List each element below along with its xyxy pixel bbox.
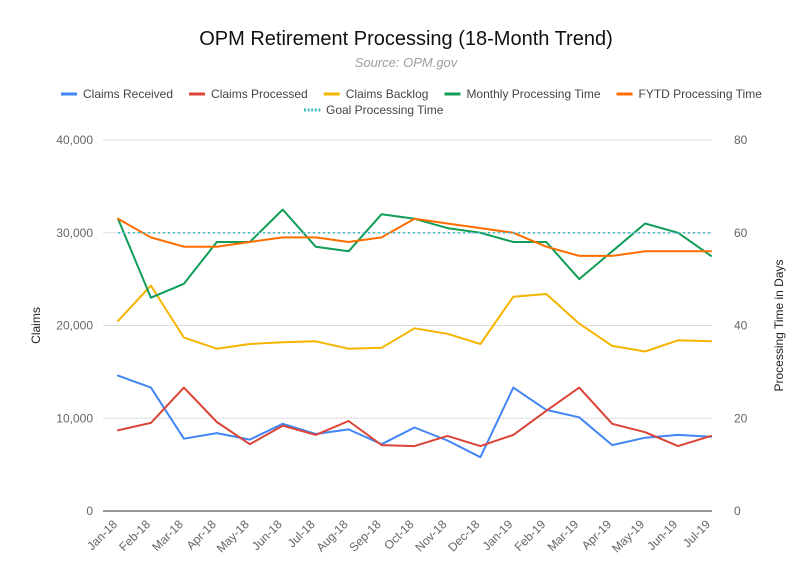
x-tick-label: May-19 [609, 517, 647, 555]
y-right-tick-label: 80 [734, 133, 748, 147]
x-tick-label: Sep-18 [346, 517, 383, 554]
legend-label-fytd-processing-time: FYTD Processing Time [639, 87, 763, 101]
y-right-tick-label: 20 [734, 411, 748, 425]
legend-swatch-goal-processing-time [307, 108, 310, 112]
y-left-tick-label: 0 [86, 504, 93, 518]
x-tick-label: Apr-18 [184, 517, 220, 553]
y-right-tick-label: 40 [734, 319, 748, 333]
x-tick-label: Jun-18 [249, 517, 285, 553]
chart-title: OPM Retirement Processing (18-Month Tren… [199, 28, 613, 50]
legend: Claims Received Claims Processed Claims Ba… [61, 87, 762, 117]
legend-label-claims-processed: Claims Processed [211, 87, 308, 101]
y-left-axis-title: Claims [29, 307, 43, 344]
x-tick-label: Apr-19 [579, 517, 615, 553]
x-tick-label: Jan-18 [84, 517, 120, 553]
series-line-claims-backlog [117, 284, 712, 353]
x-tick-label: Oct-18 [381, 517, 417, 553]
x-tick-label: Jul-19 [680, 517, 713, 550]
legend-label-claims-received: Claims Received [83, 87, 173, 101]
x-tick-label: Mar-18 [149, 517, 186, 554]
gridlines [103, 139, 712, 512]
x-tick-label: Feb-18 [116, 517, 153, 554]
legend-label-monthly-processing-time: Monthly Processing Time [466, 87, 600, 101]
series-line-claims-received [117, 374, 712, 459]
legend-swatch-goal-processing-time [311, 108, 314, 112]
x-tick-label: Feb-19 [512, 517, 549, 554]
x-tick-label: May-18 [214, 517, 252, 555]
series-line-claims-processed [117, 386, 712, 448]
x-tick-label: Aug-18 [313, 517, 350, 554]
x-tick-label: Jun-19 [644, 517, 680, 553]
x-tick-label: Mar-19 [545, 517, 582, 554]
y-right-tick-label: 60 [734, 226, 748, 240]
chart-subtitle: Source: OPM.gov [354, 55, 458, 70]
legend-swatch-goal-processing-time [318, 108, 321, 112]
x-tick-label: Dec-18 [445, 517, 482, 554]
y-left-tick-label: 40,000 [56, 133, 93, 147]
y-left-tick-label: 10,000 [56, 411, 93, 425]
series-line-fytd-processing-time [117, 217, 712, 257]
legend-swatch-goal-processing-time [304, 108, 306, 112]
y-left-tick-label: 20,000 [56, 319, 93, 333]
axes: 0 0 10,000 20 20,000 40 30,000 60 40,000 80 Jan-18… [29, 133, 786, 555]
legend-swatch-goal-processing-time [314, 108, 317, 112]
x-tick-label: Jan-19 [480, 517, 516, 553]
y-left-tick-label: 30,000 [56, 226, 93, 240]
series-lines [117, 208, 712, 459]
legend-label-claims-backlog: Claims Backlog [346, 87, 429, 101]
y-right-tick-label: 0 [734, 504, 741, 518]
y-right-axis-title: Processing Time in Days [772, 259, 786, 391]
legend-label-goal-processing-time: Goal Processing Time [326, 103, 444, 117]
x-tick-label: Nov-18 [412, 517, 449, 554]
